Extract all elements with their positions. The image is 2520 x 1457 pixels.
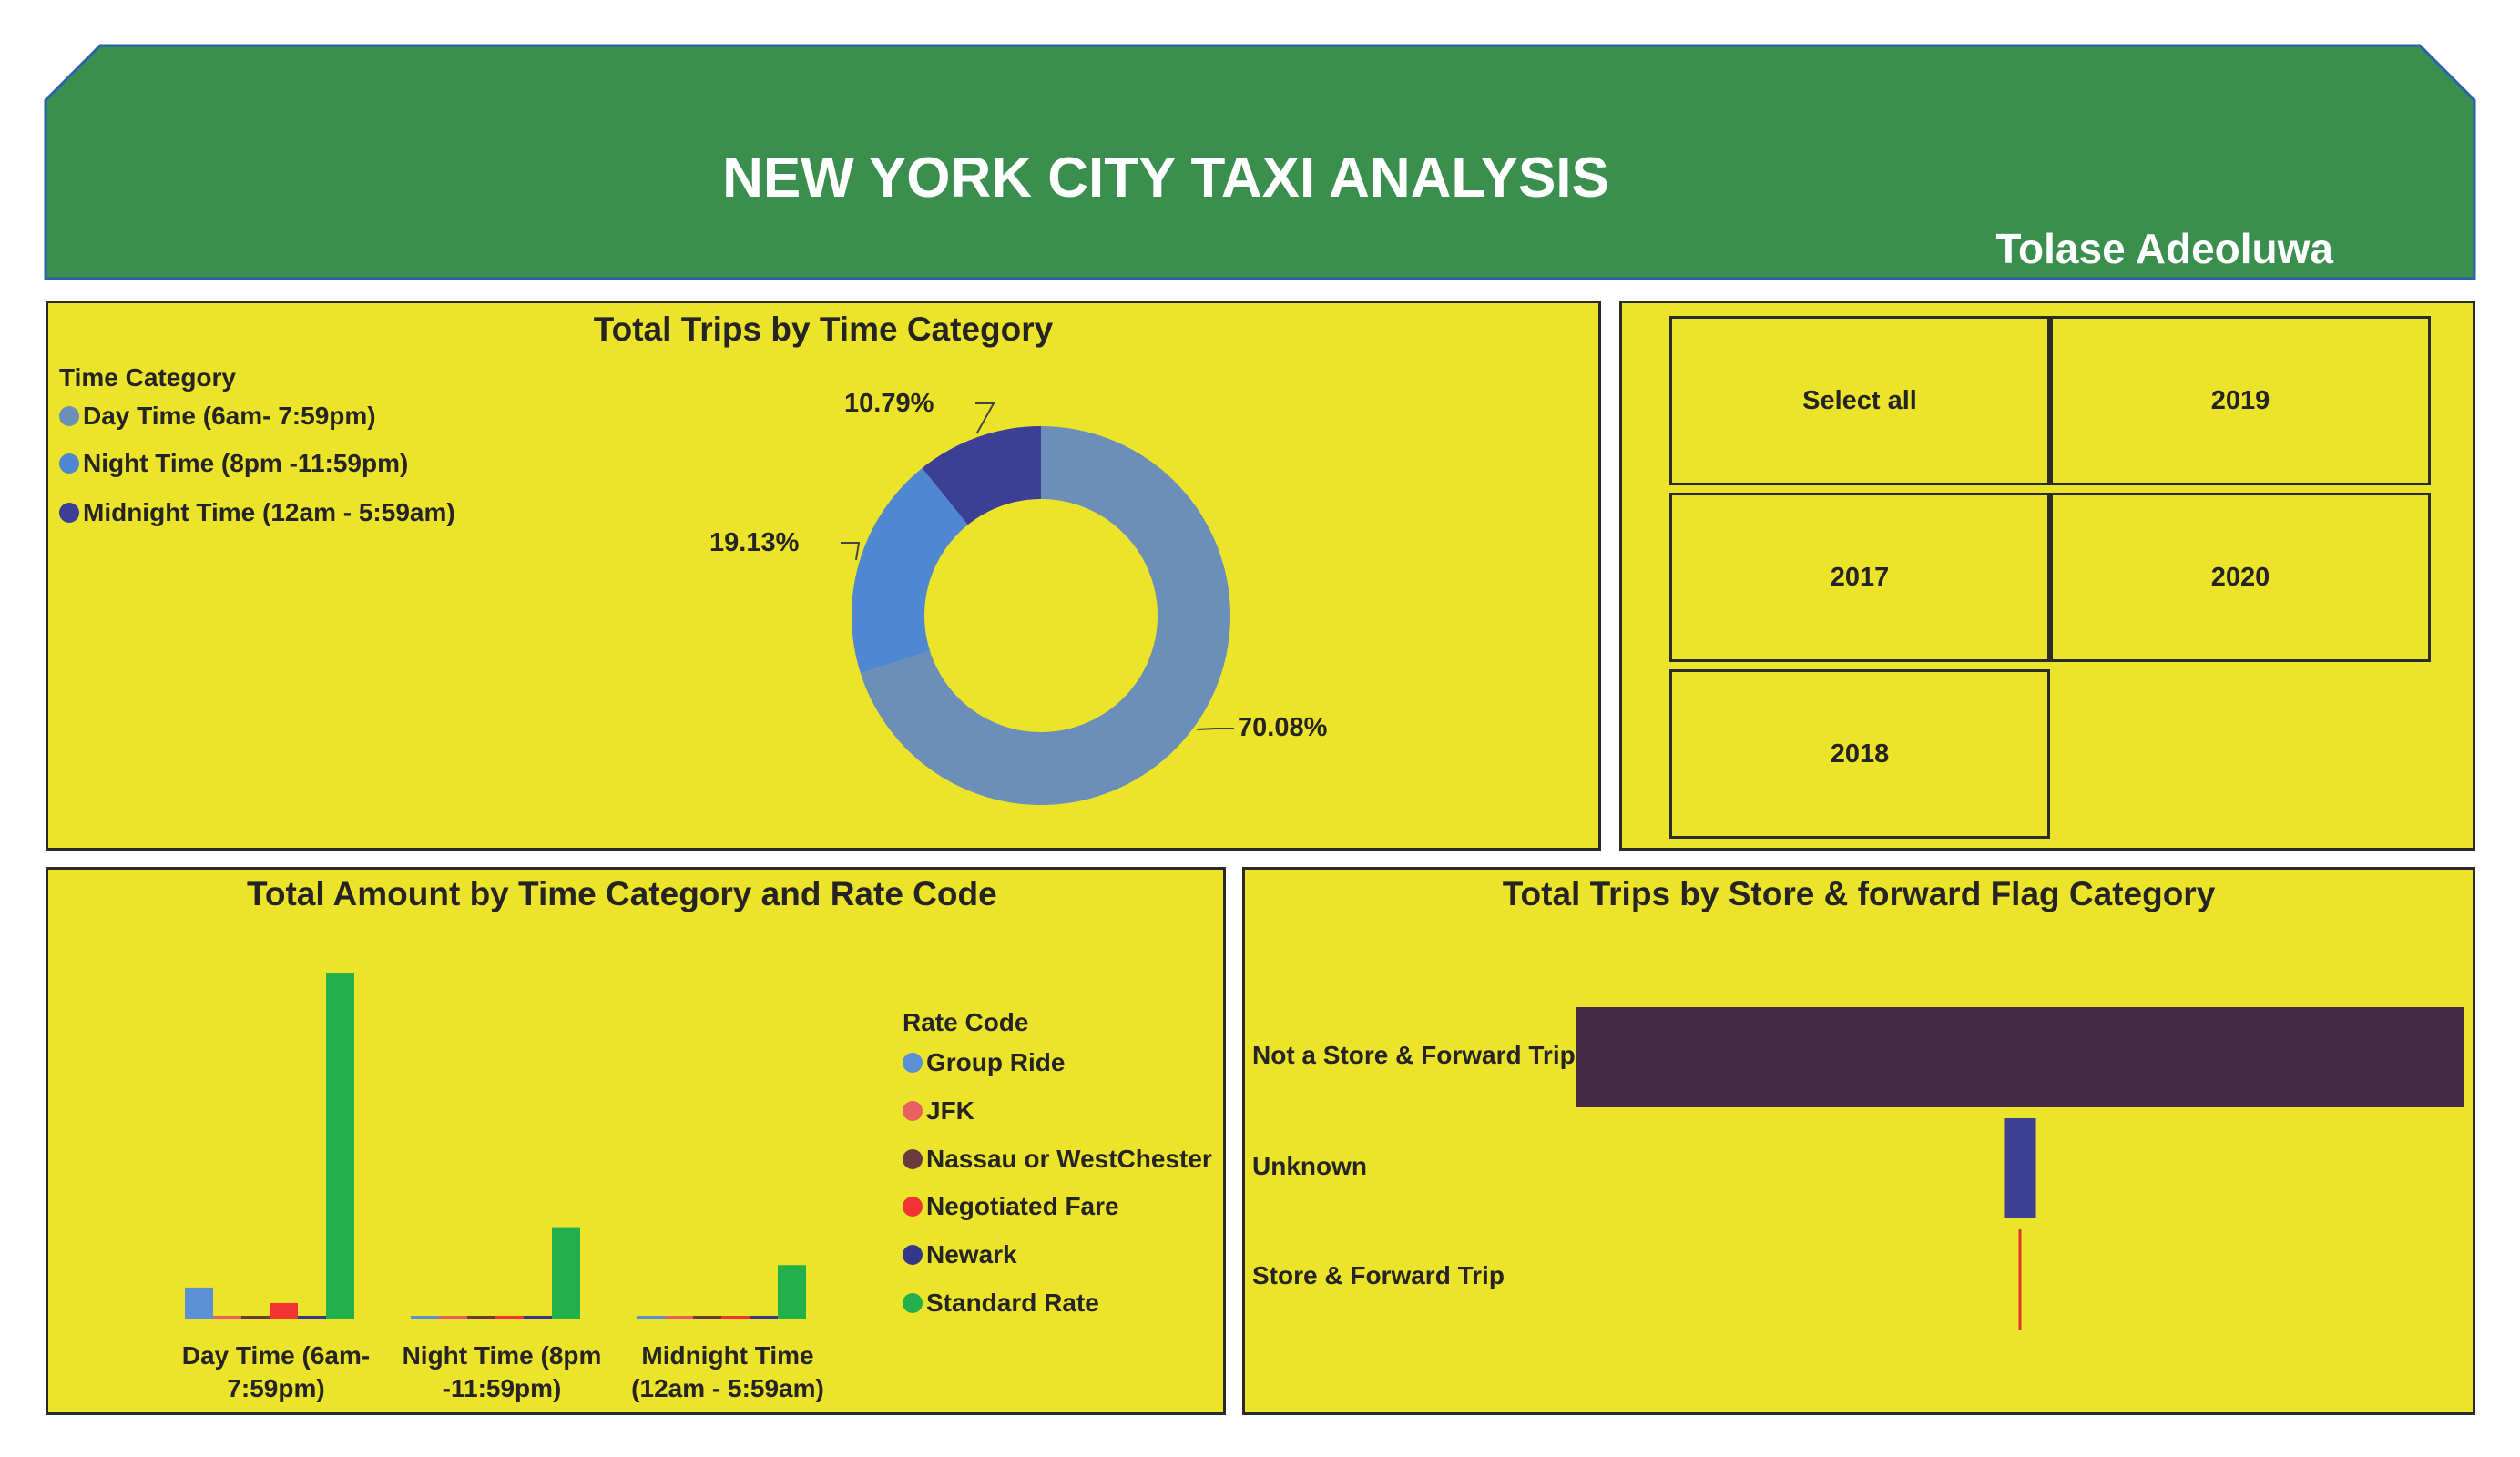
bar-standard-rate-1[interactable] — [552, 1227, 580, 1319]
time-category-legend-title: Time Category — [59, 363, 236, 392]
bar-standard-rate-2[interactable] — [778, 1265, 806, 1319]
legend-label: JFK — [926, 1096, 974, 1125]
legend-label: Midnight Time (12am - 5:59am) — [83, 498, 455, 526]
y-label-not-store: Not a Store & Forward Trip — [1252, 1041, 1576, 1069]
x-tick-line: (12am - 5:59am) — [631, 1374, 824, 1402]
legend-item-jfk[interactable]: JFK — [903, 1096, 974, 1126]
donut-leader-line — [841, 542, 861, 561]
hbar-unknown[interactable] — [2004, 1118, 2036, 1218]
donut-label-night: 19.13% — [709, 528, 800, 557]
legend-label: Nassau or WestChester — [926, 1145, 1212, 1173]
group-ride-dot-icon — [903, 1053, 923, 1073]
x-tick-line: Day Time (6am- — [181, 1341, 371, 1370]
legend-item-night-time[interactable]: Night Time (8pm -11:59pm) — [59, 449, 408, 478]
bar-newark-0[interactable] — [298, 1316, 326, 1319]
bar-jfk-2[interactable] — [665, 1316, 693, 1319]
x-tick-day-time: Day Time (6am- 7:59pm) — [167, 1340, 385, 1405]
bar-negotiated-fare-1[interactable] — [495, 1315, 524, 1319]
horizontal-bar-chart — [1576, 1007, 2464, 1330]
bar-chart-title: Total Amount by Time Category and Rate C… — [247, 875, 997, 912]
year-slicer-panel: Select all 2019 2017 2020 2018 — [1619, 301, 2475, 851]
standard-rate-dot-icon — [903, 1293, 923, 1313]
bar-newark-1[interactable] — [524, 1316, 552, 1319]
rate-code-legend-title: Rate Code — [903, 1008, 1029, 1036]
donut-leader-line — [975, 402, 995, 434]
dashboard-title: NEW YORK CITY TAXI ANALYSIS — [722, 147, 1609, 209]
legend-label: Standard Rate — [926, 1289, 1099, 1317]
x-tick-line: Night Time (8pm — [402, 1341, 602, 1370]
bar-jfk-1[interactable] — [439, 1316, 467, 1319]
y-label-unknown: Unknown — [1252, 1152, 1367, 1180]
bar-nassau-or-westchester-1[interactable] — [467, 1316, 495, 1319]
legend-item-standard-rate[interactable]: Standard Rate — [903, 1289, 1099, 1318]
legend-label: Night Time (8pm -11:59pm) — [83, 449, 409, 477]
slicer-select-all-button[interactable]: Select all — [1669, 316, 2050, 485]
newark-dot-icon — [903, 1245, 923, 1265]
legend-label: Group Ride — [926, 1048, 1066, 1076]
amount-by-time-rate-panel: Total Amount by Time Category and Rate C… — [46, 867, 1226, 1415]
bar-nassau-or-westchester-2[interactable] — [693, 1316, 721, 1319]
donut-label-day: 70.08% — [1238, 713, 1328, 742]
bar-group-ride-1[interactable] — [411, 1316, 439, 1319]
bar-jfk-0[interactable] — [213, 1315, 241, 1319]
bar-group-ride-2[interactable] — [637, 1316, 665, 1319]
x-tick-line: Midnight Time — [641, 1341, 814, 1370]
banner-shape — [44, 44, 2476, 280]
day-time-dot-icon — [59, 406, 79, 426]
x-tick-line: 7:59pm) — [227, 1374, 325, 1402]
legend-label: Day Time (6am- 7:59pm) — [83, 402, 376, 430]
slicer-2018-button[interactable]: 2018 — [1669, 669, 2050, 839]
hbar-store-forward[interactable] — [2018, 1229, 2022, 1330]
midnight-time-dot-icon — [59, 503, 79, 523]
trips-by-time-panel: Total Trips by Time Category Time Catego… — [46, 301, 1601, 851]
column-chart — [185, 973, 806, 1319]
x-tick-midnight-time: Midnight Time (12am - 5:59am) — [618, 1340, 837, 1405]
x-tick-line: -11:59pm) — [442, 1374, 562, 1402]
legend-item-newark[interactable]: Newark — [903, 1240, 1017, 1269]
jfk-dot-icon — [903, 1101, 923, 1121]
author-name: Tolase Adeoluwa — [1995, 225, 2333, 272]
y-label-store-forward: Store & Forward Trip — [1252, 1261, 1505, 1289]
bar-group-ride-0[interactable] — [185, 1287, 213, 1319]
donut-chart-title: Total Trips by Time Category — [593, 311, 1054, 348]
legend-item-midnight-time[interactable]: Midnight Time (12am - 5:59am) — [59, 498, 455, 527]
legend-label: Newark — [926, 1240, 1017, 1269]
store-forward-panel: Total Trips by Store & forward Flag Cate… — [1242, 867, 2475, 1415]
x-tick-night-time: Night Time (8pm -11:59pm) — [393, 1340, 611, 1405]
donut-label-midnight: 10.79% — [844, 389, 934, 418]
legend-item-day-time[interactable]: Day Time (6am- 7:59pm) — [59, 402, 376, 431]
legend-item-nassau[interactable]: Nassau or WestChester — [903, 1145, 1212, 1174]
donut-leader-line — [1197, 728, 1234, 731]
slicer-2017-button[interactable]: 2017 — [1669, 493, 2050, 662]
hbar-not-store[interactable] — [1576, 1007, 2464, 1107]
slicer-2019-button[interactable]: 2019 — [2050, 316, 2431, 485]
bar-nassau-or-westchester-0[interactable] — [241, 1316, 270, 1319]
slicer-2020-button[interactable]: 2020 — [2050, 493, 2431, 662]
negotiated-fare-dot-icon — [903, 1197, 923, 1217]
legend-item-group-ride[interactable]: Group Ride — [903, 1048, 1065, 1077]
bar-negotiated-fare-2[interactable] — [721, 1316, 750, 1319]
bar-newark-2[interactable] — [750, 1316, 778, 1319]
legend-item-negotiated-fare[interactable]: Negotiated Fare — [903, 1192, 1119, 1221]
hbar-chart-title: Total Trips by Store & forward Flag Cate… — [1502, 875, 2216, 912]
header-banner: NEW YORK CITY TAXI ANALYSIS Tolase Adeol… — [44, 44, 2476, 280]
bar-negotiated-fare-0[interactable] — [270, 1302, 298, 1319]
donut-slice-day[interactable] — [860, 426, 1231, 805]
donut-chart — [841, 402, 1234, 805]
night-time-dot-icon — [59, 453, 79, 474]
bar-standard-rate-0[interactable] — [326, 973, 354, 1319]
donut-slice-night[interactable] — [852, 467, 968, 674]
legend-label: Negotiated Fare — [926, 1192, 1119, 1220]
donut-slice-midnight[interactable] — [922, 426, 1041, 525]
nassau-dot-icon — [903, 1149, 923, 1169]
